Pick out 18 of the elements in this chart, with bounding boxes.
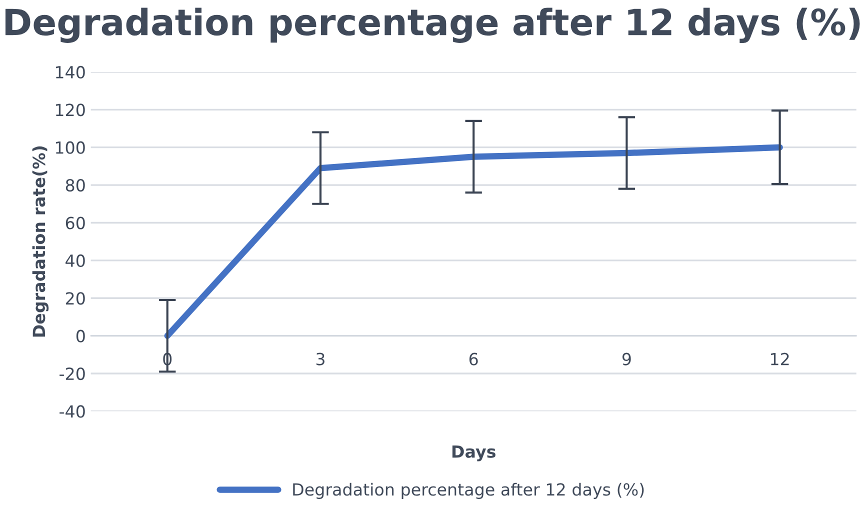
y-tick-label: -20 xyxy=(60,367,85,380)
y-tick-label: 0 xyxy=(76,330,85,342)
y-tick-label: 20 xyxy=(66,292,85,305)
y-tick-label: 40 xyxy=(66,254,85,267)
chart-title: Degradation percentage after 12 days (%) xyxy=(5,8,860,43)
y-tick-label: 60 xyxy=(66,216,85,230)
y-tick-label: 140 xyxy=(56,66,85,79)
y-tick-label: 100 xyxy=(56,141,85,154)
x-tick-label: 12 xyxy=(771,352,789,366)
legend-label: Degradation percentage after 12 days (%) xyxy=(293,482,644,499)
x-axis-title: Days xyxy=(452,446,496,462)
x-tick-label: 6 xyxy=(469,352,478,366)
y-tick-label: -40 xyxy=(60,405,85,418)
x-tick-label: 9 xyxy=(622,352,631,366)
y-axis-title: Degradation rate(%) xyxy=(32,146,49,337)
y-tick-label: 80 xyxy=(66,179,85,192)
y-tick-label: 120 xyxy=(56,104,85,116)
x-tick-label: 3 xyxy=(316,352,324,366)
